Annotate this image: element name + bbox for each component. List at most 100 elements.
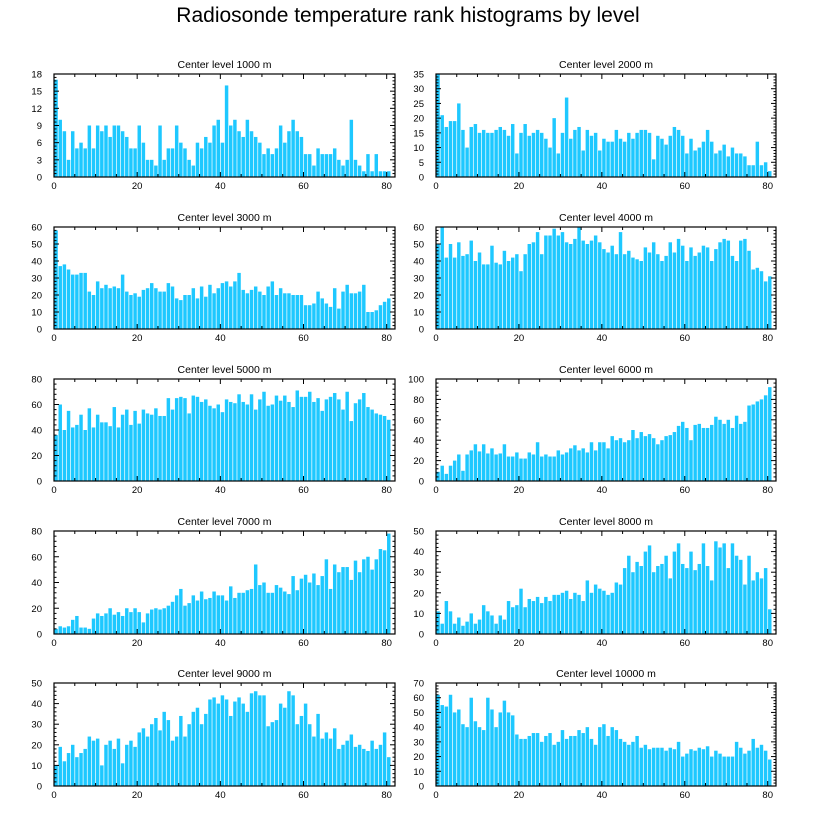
histogram-bar <box>258 695 262 786</box>
histogram-bar <box>79 414 83 481</box>
histogram-bar <box>332 564 337 634</box>
histogram-bar <box>145 613 150 634</box>
histogram-bar <box>278 703 283 786</box>
histogram-bar <box>95 613 100 634</box>
histogram-bar <box>270 592 275 634</box>
histogram-bar <box>610 141 614 177</box>
histogram-bar <box>618 738 623 786</box>
histogram-bar <box>523 254 527 329</box>
histogram-bar <box>324 399 329 481</box>
histogram-bar <box>647 749 652 786</box>
histogram-bar <box>125 409 129 481</box>
y-tick-label: 80 <box>31 375 42 386</box>
histogram-bar <box>208 284 212 329</box>
histogram-bar <box>328 396 333 481</box>
histogram-bar <box>710 261 714 329</box>
histogram-bar <box>191 711 196 786</box>
histogram-bar <box>270 281 275 329</box>
histogram-bar <box>195 600 200 634</box>
histogram-bar <box>195 298 200 329</box>
histogram-bar <box>519 271 523 329</box>
histogram-bar <box>689 138 693 177</box>
histogram-bar <box>324 303 329 329</box>
y-tick-label: 20 <box>31 604 42 615</box>
histogram-bar <box>714 153 718 177</box>
histogram-bar <box>585 129 590 177</box>
histogram-bar <box>83 748 87 786</box>
histogram-bar <box>718 242 722 329</box>
panel-9: Center level 9000 m 0 20 40 60 80 0 10 20 30 40 50 <box>31 668 396 801</box>
histogram-bar <box>639 129 643 177</box>
histogram-bar <box>705 746 710 786</box>
histogram-bar <box>253 286 258 329</box>
histogram-bar <box>714 249 718 329</box>
histogram-bar <box>295 131 300 177</box>
x-tick-label: 40 <box>597 181 608 192</box>
y-tick-label: 40 <box>413 436 424 447</box>
histogram-bar <box>362 171 366 177</box>
y-tick-label: 18 <box>31 70 42 81</box>
y-tick-label: 0 <box>419 630 424 641</box>
histogram-bar <box>531 601 536 634</box>
histogram-bar <box>245 293 250 329</box>
histogram-bar <box>129 295 133 329</box>
histogram-bar <box>726 568 731 634</box>
histogram-bar <box>751 738 755 786</box>
histogram-bar <box>295 295 300 329</box>
histogram-bar <box>481 730 486 786</box>
histogram-bar <box>162 711 166 786</box>
histogram-bar <box>751 165 755 177</box>
histogram-bar <box>527 598 532 634</box>
histogram-bar <box>763 750 768 786</box>
histogram-bar <box>581 240 585 329</box>
histogram-bar <box>220 142 225 177</box>
histogram-bar <box>291 576 295 634</box>
histogram-bar <box>229 401 233 481</box>
histogram-bar <box>477 451 482 481</box>
histogram-bar <box>83 272 87 329</box>
histogram-bar <box>274 720 279 786</box>
histogram-bar <box>552 594 556 634</box>
histogram-bar <box>643 436 648 481</box>
x-tick-label: 60 <box>298 485 309 496</box>
histogram-bar <box>747 405 751 481</box>
histogram-bar <box>233 701 237 786</box>
histogram-bar <box>510 715 515 786</box>
x-tick-label: 80 <box>762 333 773 344</box>
histogram-bar <box>374 154 379 177</box>
histogram-bar <box>174 398 179 481</box>
histogram-bar <box>726 756 731 786</box>
histogram-bar <box>544 735 548 786</box>
histogram-bar <box>486 132 490 177</box>
y-tick-label: 0 <box>419 477 424 488</box>
panel-6: Center level 6000 m 0 20 40 60 80 0 20 40 60 80 100 <box>408 364 777 496</box>
histogram-bar <box>618 438 623 481</box>
histogram-bar <box>598 727 602 786</box>
histogram-bar <box>726 156 731 177</box>
histogram-bar <box>531 454 536 481</box>
histogram-bar <box>552 456 556 481</box>
x-tick-label: 60 <box>298 638 309 649</box>
histogram-bar <box>768 387 772 481</box>
histogram-bar <box>158 415 162 481</box>
histogram-bar <box>62 131 67 177</box>
histogram-bar <box>357 399 362 481</box>
x-tick-label: 40 <box>597 333 608 344</box>
histogram-bar <box>112 614 117 634</box>
histogram-bar <box>635 561 639 634</box>
histogram-bar <box>610 592 614 634</box>
histogram-bar <box>249 289 254 329</box>
histogram-bar <box>473 721 478 786</box>
histogram-bar <box>477 252 482 329</box>
histogram-bar <box>527 244 532 329</box>
histogram-bar <box>116 288 121 329</box>
histogram-bar <box>303 396 308 481</box>
histogram-bar <box>345 567 349 634</box>
histogram-bar <box>440 623 444 634</box>
histogram-bar <box>224 85 229 177</box>
histogram-bar <box>316 291 320 329</box>
plot-frame <box>53 682 396 787</box>
histogram-bar <box>544 235 548 329</box>
y-tick-label: 10 <box>31 308 42 319</box>
histogram-bar <box>540 741 544 786</box>
